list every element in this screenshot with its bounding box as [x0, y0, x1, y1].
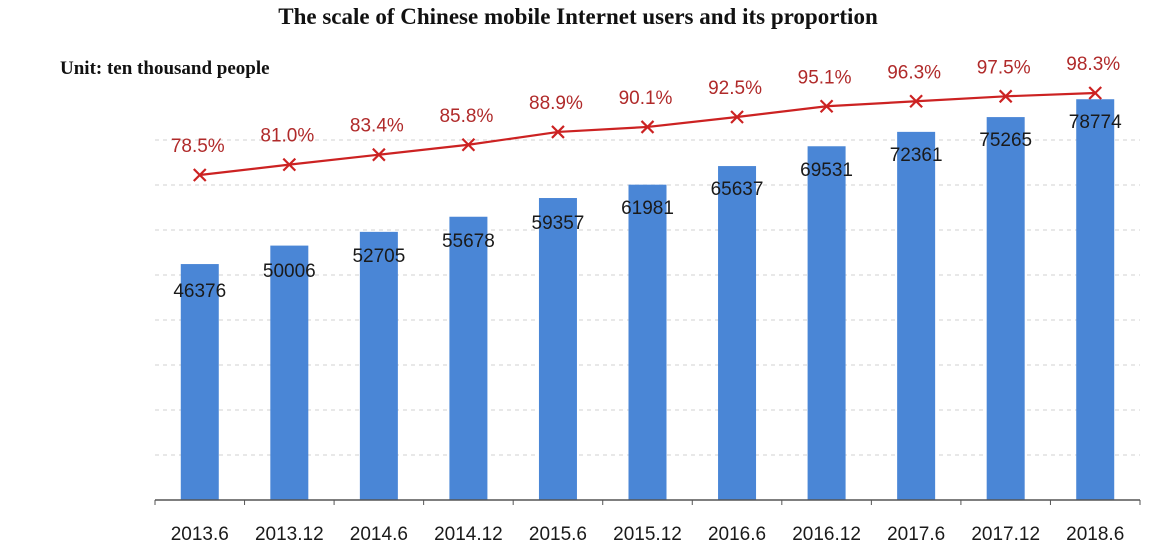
proportion-line — [192, 86, 1103, 182]
bar-value-label: 75265 — [979, 130, 1032, 151]
bar — [538, 198, 577, 501]
percent-label: 85.8% — [439, 106, 493, 127]
bar-value-label: 78774 — [1069, 112, 1122, 133]
x-tick-label: 2017.12 — [971, 524, 1040, 545]
labels: 46376 50006 52705 55678 59357 61981 65637 69531… — [171, 54, 1125, 545]
x-tick-label: 2017.6 — [887, 524, 945, 545]
x-marker — [551, 125, 565, 139]
percent-label: 83.4% — [350, 116, 404, 137]
unit-label: Unit: ten thousand people — [60, 58, 270, 79]
x-marker — [819, 99, 834, 114]
bar — [718, 166, 757, 500]
x-marker — [909, 94, 923, 109]
percent-label: 78.5% — [171, 136, 225, 157]
x-marker — [998, 89, 1013, 104]
bar — [359, 231, 398, 500]
bar-value-label: 50006 — [263, 261, 316, 282]
bar-value-label: 55678 — [442, 231, 495, 252]
percent-label: 97.5% — [977, 57, 1031, 78]
x-tick-label: 2014.6 — [350, 524, 408, 545]
x-marker — [282, 157, 297, 172]
bar-value-label: 72361 — [890, 145, 943, 166]
bar — [270, 245, 309, 500]
percent-label: 81.0% — [260, 126, 314, 147]
x-tick-label: 2016.12 — [792, 524, 861, 545]
bar — [986, 117, 1025, 501]
bar — [1076, 99, 1115, 500]
x-tick-label: 2015.12 — [613, 524, 682, 545]
bar — [180, 264, 219, 500]
axes — [154, 499, 1141, 505]
bar-value-label: 46376 — [173, 281, 226, 302]
x-marker — [640, 120, 655, 134]
bar — [807, 146, 846, 500]
bar — [449, 216, 488, 501]
percent-label: 98.3% — [1066, 54, 1120, 75]
x-tick-label: 2013.12 — [255, 524, 324, 545]
bar — [628, 184, 667, 500]
bar — [897, 131, 936, 501]
x-marker — [192, 168, 207, 182]
percent-label: 95.1% — [798, 67, 852, 88]
percent-label: 88.9% — [529, 93, 583, 114]
x-tick-label: 2014.12 — [434, 524, 503, 545]
x-marker — [730, 110, 744, 124]
bar-value-label: 52705 — [352, 246, 405, 267]
bar-value-label: 61981 — [621, 198, 674, 219]
bar-value-label: 59357 — [532, 213, 585, 234]
x-marker — [461, 137, 476, 152]
x-tick-label: 2016.6 — [708, 524, 766, 545]
percent-label: 96.3% — [887, 62, 941, 83]
x-tick-label: 2015.6 — [529, 524, 587, 545]
bar-value-label: 65637 — [711, 179, 764, 200]
x-marker — [1088, 86, 1103, 100]
percent-label: 92.5% — [708, 78, 762, 99]
bar-value-label: 69531 — [800, 160, 853, 181]
chart-title: The scale of Chinese mobile Internet use… — [278, 4, 878, 29]
x-tick-label: 2018.6 — [1066, 524, 1124, 545]
x-tick-label: 2013.6 — [171, 524, 229, 545]
percent-label: 90.1% — [619, 88, 673, 109]
bars — [180, 99, 1115, 501]
x-marker — [372, 147, 386, 162]
